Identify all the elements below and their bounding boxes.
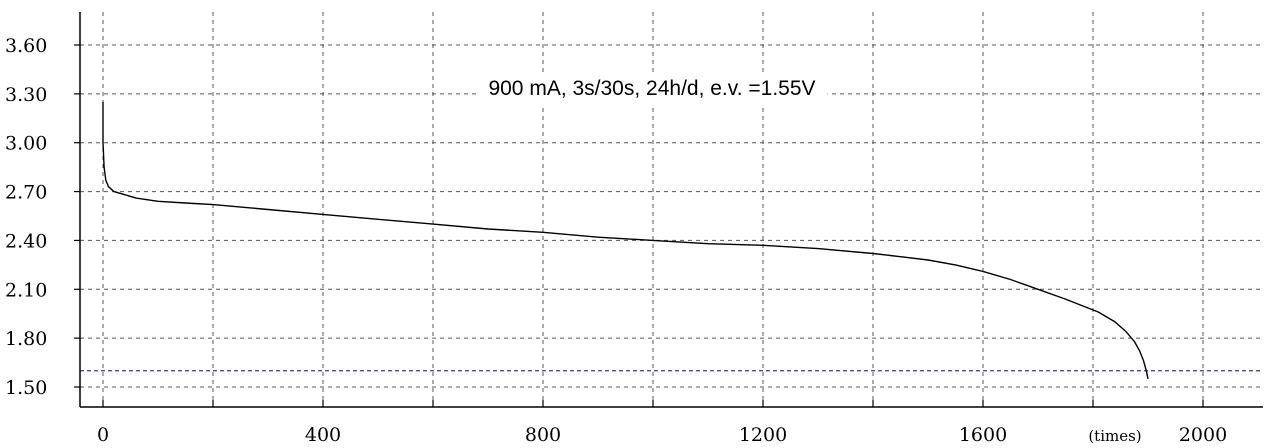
x-tick-label-3: 1200 — [739, 424, 787, 446]
y-tick-label-4: 2.70 — [5, 182, 47, 204]
x-tick-label-1: 400 — [305, 424, 341, 446]
y-tick-label-5: 3.00 — [5, 133, 47, 155]
y-axis-ticks: 1.50 1.80 2.10 2.40 2.70 3.00 3.30 3.60 — [5, 35, 80, 399]
y-tick-label-7: 3.60 — [5, 35, 47, 57]
chart-title-background — [476, 73, 828, 104]
series-group — [102, 102, 1149, 380]
x-axis-ticks: 0 400 800 1200 1600 2000 — [97, 400, 1227, 446]
grid-lines — [80, 12, 1263, 407]
y-tick-label-3: 2.40 — [5, 230, 47, 252]
y-tick-label-0: 1.50 — [5, 377, 47, 399]
y-tick-label-2: 2.10 — [5, 279, 47, 301]
axes — [79, 12, 1263, 408]
x-tick-label-4: 1600 — [959, 424, 1007, 446]
x-tick-label-0: 0 — [97, 424, 109, 446]
chart-title: 900 mA, 3s/30s, 24h/d, e.v. =1.55V — [488, 77, 815, 100]
series-line-0 — [102, 102, 1149, 380]
y-tick-label-1: 1.80 — [5, 328, 47, 350]
y-tick-label-6: 3.30 — [5, 84, 47, 106]
x-tick-label-2: 800 — [525, 424, 561, 446]
x-axis-unit-label: (times) — [1088, 427, 1141, 445]
x-tick-label-5: 2000 — [1179, 424, 1227, 446]
